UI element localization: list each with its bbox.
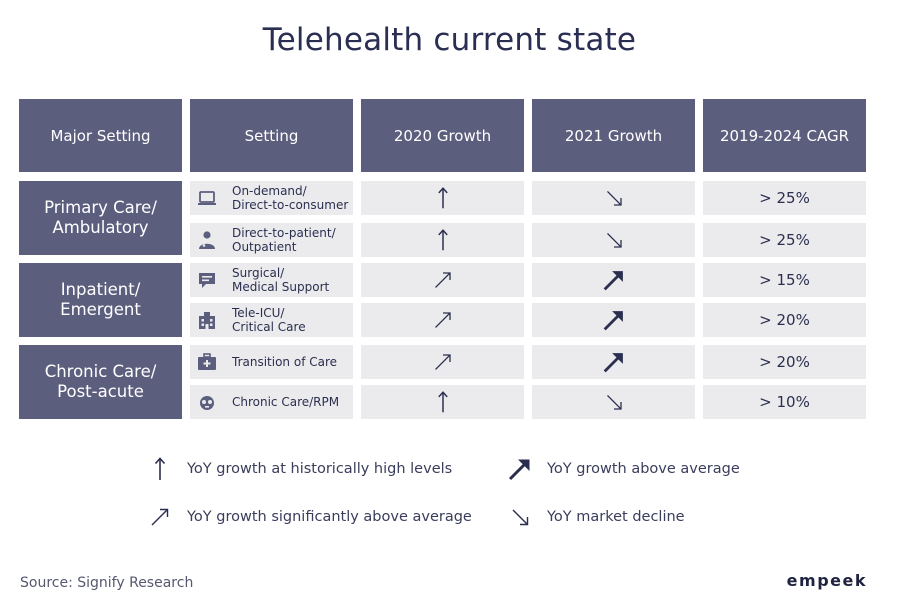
growth-2021-cell [532,385,695,419]
setting-cell: Direct-to-patient/ Outpatient [190,223,353,257]
growth-2020-cell [361,303,524,337]
arrow-significantly-above-icon [429,266,457,294]
arrow-up-right-bold-icon [505,454,535,484]
cagr-cell: > 10% [703,385,866,419]
legend-label: YoY growth significantly above average [187,509,472,525]
cagr-cell: > 25% [703,223,866,257]
source-note: Source: Signify Research [20,575,194,591]
arrow-decline-icon [600,388,628,416]
growth-2021-cell [532,223,695,257]
arrow-above-average-icon [600,306,628,334]
group-primary-care: Primary Care/ Ambulatory [19,181,182,255]
setting-cell: Surgical/ Medical Support [190,263,353,297]
growth-2021-cell [532,181,695,215]
arrow-significantly-above-icon [429,306,457,334]
arrow-above-average-icon [600,266,628,294]
growth-2020-cell [361,223,524,257]
cagr-cell: > 15% [703,263,866,297]
setting-label: Transition of Care [232,355,338,369]
legend-label: YoY market decline [547,509,685,525]
arrow-down-right-icon [505,502,535,532]
setting-label: On-demand/ Direct-to-consumer [232,184,349,212]
arrow-significantly-above-icon [429,348,457,376]
empeek-logo: empeek [786,571,867,590]
header-2021-growth: 2021 Growth [532,99,695,172]
arrow-historically-high-icon [429,184,457,212]
arrow-decline-icon [600,184,628,212]
header-setting: Setting [190,99,353,172]
legend-historically-high: YoY growth at historically high levels [145,454,452,484]
briefcase-medical-icon [196,351,218,373]
arrow-historically-high-icon [429,226,457,254]
arrow-historically-high-icon [429,388,457,416]
growth-2020-cell [361,385,524,419]
setting-label: Surgical/ Medical Support [232,266,330,294]
setting-label: Chronic Care/RPM [232,395,340,409]
header-major-setting: Major Setting [19,99,182,172]
doctor-icon [196,229,218,251]
stethoscope-icon [196,391,218,413]
arrow-above-average-icon [600,348,628,376]
legend-label: YoY growth at historically high levels [187,461,453,477]
growth-2020-cell [361,263,524,297]
header-2020-growth: 2020 Growth [361,99,524,172]
growth-2021-cell [532,263,695,297]
setting-cell: On-demand/ Direct-to-consumer [190,181,353,215]
legend-decline: YoY market decline [505,502,685,532]
growth-2021-cell [532,345,695,379]
group-chronic-care: Chronic Care/ Post-acute [19,345,182,419]
legend-above-average: YoY growth above average [505,454,740,484]
cagr-cell: > 25% [703,181,866,215]
growth-2020-cell [361,345,524,379]
growth-2020-cell [361,181,524,215]
cagr-cell: > 20% [703,303,866,337]
arrow-decline-icon [600,226,628,254]
growth-2021-cell [532,303,695,337]
page-title: Telehealth current state [262,22,637,58]
arrow-up-icon [145,454,175,484]
group-inpatient: Inpatient/ Emergent [19,263,182,337]
cagr-cell: > 20% [703,345,866,379]
setting-label: Direct-to-patient/ Outpatient [232,226,336,254]
chat-icon [196,269,218,291]
arrow-up-right-thin-icon [145,502,175,532]
legend-label: YoY growth above average [547,461,740,477]
setting-label: Tele-ICU/ Critical Care [232,306,306,334]
header-cagr: 2019-2024 CAGR [703,99,866,172]
setting-cell: Tele-ICU/ Critical Care [190,303,353,337]
setting-cell: Transition of Care [190,345,353,379]
setting-cell: Chronic Care/RPM [190,385,353,419]
legend-significantly-above: YoY growth significantly above average [145,502,472,532]
hospital-icon [196,309,218,331]
laptop-icon [196,187,218,209]
